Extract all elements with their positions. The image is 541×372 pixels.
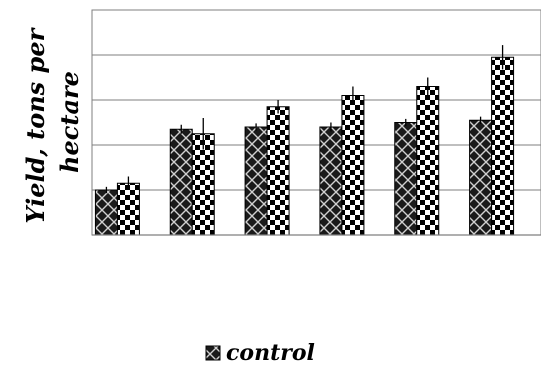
bar-series-2-group-6 <box>491 56 515 236</box>
legend-label-control: control <box>226 340 315 366</box>
gridlines <box>92 54 541 191</box>
bar-series-1-group-2 <box>169 128 193 236</box>
bars <box>94 56 515 236</box>
bar-series-1-group-4 <box>319 126 343 236</box>
legend: control <box>205 340 315 366</box>
bar-series-1-group-3 <box>244 126 268 236</box>
y-axis-label: Yield, tons per hectare <box>21 20 84 223</box>
bar-series-1-group-6 <box>469 119 493 236</box>
bar-series-1-group-1 <box>94 189 118 236</box>
bar-series-2-group-4 <box>341 95 365 236</box>
bar-series-2-group-5 <box>416 86 440 236</box>
bar-series-1-group-5 <box>394 122 418 236</box>
legend-swatch-control <box>205 345 221 361</box>
bar-series-2-group-1 <box>116 182 140 236</box>
y-axis-label-line-1: Yield, tons per <box>21 26 50 223</box>
error-bars <box>105 45 504 194</box>
plot-area <box>91 9 541 236</box>
y-axis-label-line-2: hectare <box>55 71 84 173</box>
bar-series-2-group-3 <box>266 106 290 236</box>
